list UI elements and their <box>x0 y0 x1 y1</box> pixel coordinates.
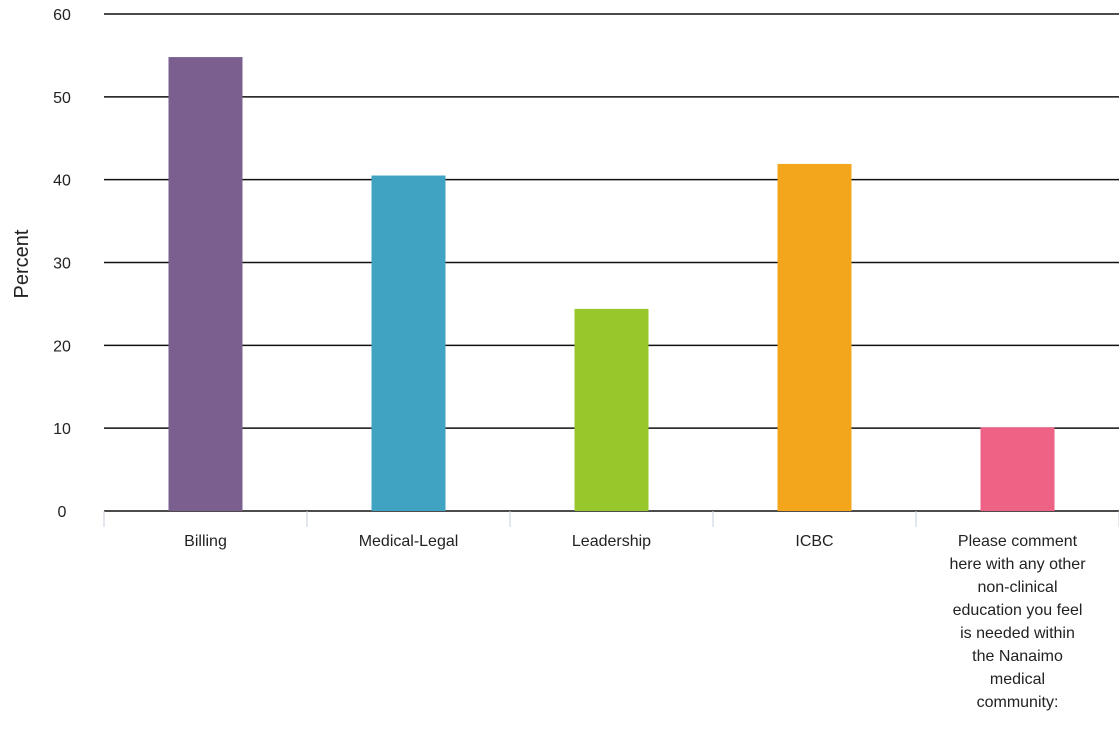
y-axis-title: Percent <box>11 229 33 298</box>
x-category-label: Leadership <box>572 533 651 550</box>
y-tick-label: 0 <box>58 504 67 521</box>
y-tick-label: 60 <box>53 7 71 24</box>
y-axis-tick-labels: 0 10 20 30 40 50 60 <box>53 7 71 521</box>
x-category-label-line: Medical-Legal <box>359 533 459 550</box>
bar <box>980 427 1055 511</box>
x-category-label: Billing <box>184 533 227 550</box>
x-category-label-line: ICBC <box>795 533 833 550</box>
x-category-label-line: medical <box>990 671 1045 688</box>
y-tick-label: 10 <box>53 421 71 438</box>
x-category-label-line: Leadership <box>572 533 651 550</box>
y-tick-label: 40 <box>53 173 71 190</box>
y-tick-label: 50 <box>53 90 71 107</box>
x-category-label-line: is needed within <box>960 625 1075 642</box>
x-category-label: Please comment here with any other non-cli… <box>949 533 1086 711</box>
x-category-label: Medical-Legal <box>359 533 459 550</box>
x-axis <box>103 511 1119 527</box>
bar <box>371 175 446 511</box>
x-axis-category-labels: Billing Medical-Legal Leadership ICBC Please… <box>184 533 1086 711</box>
x-category-label-line: the Nanaimo <box>972 648 1063 665</box>
bar <box>168 57 243 511</box>
x-category-label-line: here with any other <box>949 556 1086 573</box>
x-category-label-line: community: <box>977 694 1059 711</box>
x-category-label: ICBC <box>795 533 833 550</box>
bar <box>574 308 649 511</box>
y-tick-label: 30 <box>53 256 71 273</box>
bar <box>777 163 852 511</box>
x-category-label-line: non-clinical <box>977 579 1057 596</box>
y-tick-label: 20 <box>53 338 71 355</box>
x-category-label-line: education you feel <box>953 602 1083 619</box>
bars <box>168 57 1055 511</box>
x-category-label-line: Billing <box>184 533 227 550</box>
x-category-label-line: Please comment <box>958 533 1078 550</box>
